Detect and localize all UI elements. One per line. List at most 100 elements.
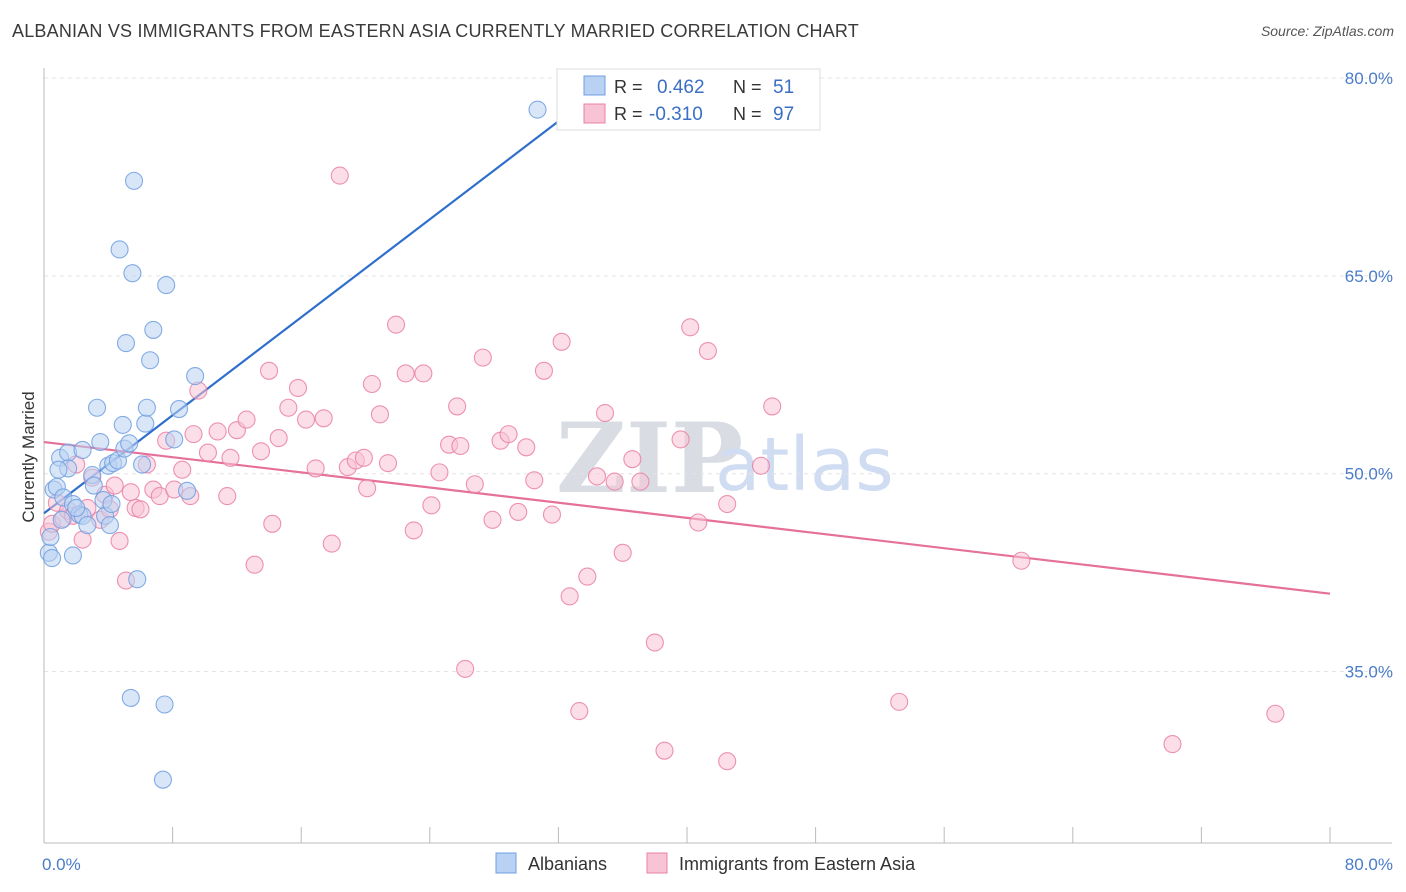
point-immigrants-34 xyxy=(259,361,279,380)
legend-n-value-2: 97 xyxy=(773,104,794,125)
point-albanians-21 xyxy=(102,494,121,514)
point-immigrants-60 xyxy=(483,510,502,529)
point-immigrants-83 xyxy=(698,341,717,361)
legend-swatch-albanians xyxy=(583,75,606,96)
point-immigrants-67 xyxy=(542,505,562,524)
bottom-legend-albanians: Albanians xyxy=(528,854,607,874)
point-immigrants-50 xyxy=(396,364,415,383)
legend-r-value-2: -0.310 xyxy=(649,104,703,125)
point-immigrants-46 xyxy=(362,374,381,394)
point-albanians-32 xyxy=(133,455,152,474)
point-immigrants-28 xyxy=(208,422,227,441)
point-immigrants-49 xyxy=(386,315,406,334)
point-immigrants-24 xyxy=(173,460,192,479)
series-albanians-points xyxy=(39,100,547,789)
point-albanians-43 xyxy=(186,367,205,386)
point-immigrants-90 xyxy=(1163,735,1182,754)
tick-labels: 35.0% 50.0% 65.0% 80.0% 0.0% 80.0% xyxy=(42,69,1393,874)
point-immigrants-64 xyxy=(517,438,536,457)
point-immigrants-65 xyxy=(525,471,544,490)
point-immigrants-14 xyxy=(110,531,129,551)
point-albanians-37 xyxy=(153,770,173,789)
point-albanians-30 xyxy=(124,171,144,190)
point-immigrants-53 xyxy=(422,496,441,515)
watermark-atlas: atlas xyxy=(715,422,894,508)
point-albanians-13 xyxy=(78,516,97,535)
legend-swatch-immigrants xyxy=(583,103,606,124)
axes xyxy=(43,68,1392,844)
point-immigrants-80 xyxy=(671,430,690,449)
point-immigrants-33 xyxy=(251,442,271,461)
point-immigrants-74 xyxy=(605,472,624,491)
point-albanians-46 xyxy=(52,510,71,529)
point-albanians-9 xyxy=(63,546,82,565)
point-immigrants-95 xyxy=(221,448,240,467)
y-axis-label: Currently Married xyxy=(19,391,38,522)
point-immigrants-68 xyxy=(552,332,571,351)
y-tick-label-3: 80.0% xyxy=(1345,69,1393,88)
point-immigrants-57 xyxy=(456,659,475,678)
point-immigrants-76 xyxy=(623,450,642,469)
x-tick-label-0: 0.0% xyxy=(42,855,81,874)
chart-source: Source: ZipAtlas.com xyxy=(1260,23,1394,39)
y-tick-label-1: 50.0% xyxy=(1345,465,1393,484)
point-immigrants-81 xyxy=(681,318,700,337)
point-immigrants-47 xyxy=(370,405,390,424)
point-immigrants-78 xyxy=(645,633,664,652)
point-immigrants-88 xyxy=(890,692,909,711)
y-tick-label-0: 35.0% xyxy=(1345,663,1393,682)
point-immigrants-82 xyxy=(689,513,708,532)
point-immigrants-48 xyxy=(378,454,398,473)
point-immigrants-75 xyxy=(613,543,632,562)
point-immigrants-63 xyxy=(509,502,528,521)
point-immigrants-51 xyxy=(404,521,423,540)
bottom-legend-swatch-albanians xyxy=(495,852,517,874)
series-immigrants-points xyxy=(39,166,1285,771)
point-albanians-29 xyxy=(123,264,142,283)
point-albanians-1 xyxy=(42,549,62,568)
legend-r-label-1: R = xyxy=(614,77,643,97)
trend-line-immigrants xyxy=(43,440,1331,595)
point-albanians-47 xyxy=(67,498,86,518)
series-legend: Albanians Immigrants from Eastern Asia xyxy=(495,852,916,874)
point-albanians-40 xyxy=(165,430,184,449)
point-immigrants-79 xyxy=(655,741,674,760)
chart-title: ALBANIAN VS IMMIGRANTS FROM EASTERN ASIA… xyxy=(12,21,859,41)
point-immigrants-16 xyxy=(121,483,140,502)
point-albanians-44 xyxy=(528,100,547,119)
point-immigrants-84 xyxy=(718,752,737,771)
point-immigrants-29 xyxy=(218,487,237,506)
point-albanians-27 xyxy=(116,334,136,353)
point-immigrants-66 xyxy=(534,361,553,380)
point-immigrants-70 xyxy=(570,702,589,721)
point-albanians-15 xyxy=(87,398,107,417)
point-albanians-49 xyxy=(49,460,68,479)
point-immigrants-31 xyxy=(237,410,256,429)
point-albanians-31 xyxy=(128,570,147,589)
legend-r-value-1: 0.462 xyxy=(657,77,705,98)
point-albanians-50 xyxy=(120,434,139,453)
x-tick-label-1: 80.0% xyxy=(1345,855,1393,874)
point-immigrants-13 xyxy=(105,476,124,495)
point-immigrants-72 xyxy=(587,467,607,486)
point-immigrants-42 xyxy=(330,166,349,185)
point-immigrants-85 xyxy=(718,494,737,514)
bottom-legend-immigrants: Immigrants from Eastern Asia xyxy=(679,854,916,874)
point-albanians-38 xyxy=(155,695,174,714)
legend-n-label-1: N = xyxy=(733,77,762,97)
point-albanians-36 xyxy=(144,320,163,339)
point-immigrants-96 xyxy=(358,479,377,498)
point-immigrants-87 xyxy=(763,397,782,416)
point-albanians-39 xyxy=(157,276,176,295)
point-albanians-41 xyxy=(169,400,189,419)
point-immigrants-37 xyxy=(288,378,308,398)
point-immigrants-59 xyxy=(473,348,492,367)
point-immigrants-94 xyxy=(451,436,470,456)
point-immigrants-69 xyxy=(560,587,579,606)
legend-r-label-2: R = xyxy=(614,104,643,124)
point-immigrants-45 xyxy=(354,448,373,467)
point-immigrants-36 xyxy=(279,398,298,417)
point-immigrants-39 xyxy=(306,459,325,478)
point-immigrants-40 xyxy=(314,409,333,428)
legend-n-label-2: N = xyxy=(733,104,762,124)
